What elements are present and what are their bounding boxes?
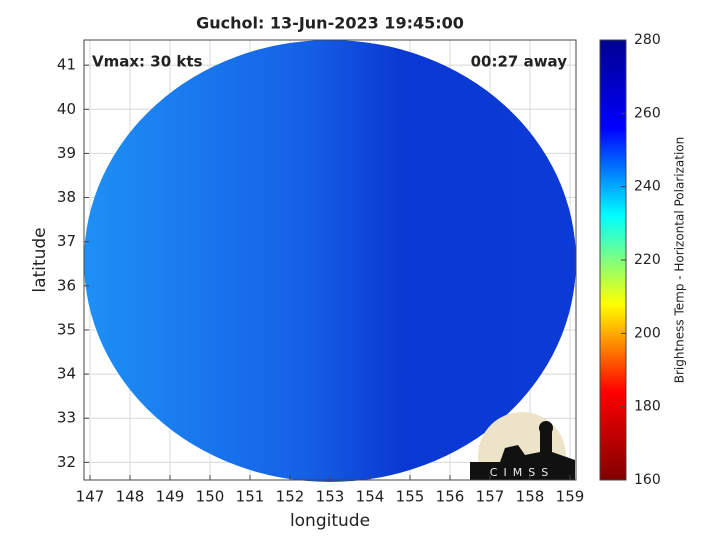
y-tick-label: 39	[57, 144, 76, 162]
colorbar-tick-label: 160	[634, 472, 661, 488]
colorbar-tick-label: 200	[634, 325, 661, 341]
y-tick-label: 40	[57, 100, 76, 118]
logo-tower	[539, 421, 553, 435]
colorbar-tick-label: 180	[634, 399, 661, 415]
y-tick-label: 36	[57, 276, 76, 294]
logo: CIMSS	[470, 412, 575, 480]
annotation: Vmax: 30 kts	[92, 53, 202, 71]
x-tick-label: 158	[516, 488, 545, 506]
x-tick-label: 159	[556, 488, 585, 506]
logo-text: CIMSS	[490, 466, 554, 479]
y-tick-label: 33	[57, 409, 76, 427]
satellite-disk	[84, 40, 576, 482]
x-tick-label: 156	[436, 488, 465, 506]
x-tick-label: 149	[156, 488, 185, 506]
x-tick-label: 148	[116, 488, 145, 506]
colorbar-label: Brightness Temp - Horizontal Polarizatio…	[673, 137, 687, 384]
colorbar-tick-label: 220	[634, 252, 661, 268]
y-tick-label: 37	[57, 232, 76, 250]
x-tick-label: 151	[236, 488, 265, 506]
y-tick-label: 35	[57, 320, 76, 338]
colorbar-tick-label: 280	[634, 32, 661, 48]
y-tick-label: 41	[57, 56, 76, 74]
x-axis-label: longitude	[290, 511, 370, 531]
annotation: 00:27 away	[471, 53, 568, 71]
y-tick-label: 38	[57, 188, 76, 206]
x-tick-label: 157	[476, 488, 505, 506]
logo-silhouette	[470, 430, 575, 480]
colorbar-tick-label: 260	[634, 105, 661, 121]
chart-title: Guchol: 13-Jun-2023 19:45:00	[196, 14, 464, 33]
x-tick-label: 153	[316, 488, 345, 506]
colorbar-tick-label: 240	[634, 179, 661, 195]
x-tick-label: 154	[356, 488, 385, 506]
x-tick-label: 150	[196, 488, 225, 506]
x-tick-label: 152	[276, 488, 305, 506]
x-tick-label: 155	[396, 488, 425, 506]
x-tick-label: 147	[76, 488, 105, 506]
y-tick-label: 34	[57, 365, 76, 383]
y-axis-label: latitude	[30, 227, 50, 292]
y-tick-label: 32	[57, 453, 76, 471]
